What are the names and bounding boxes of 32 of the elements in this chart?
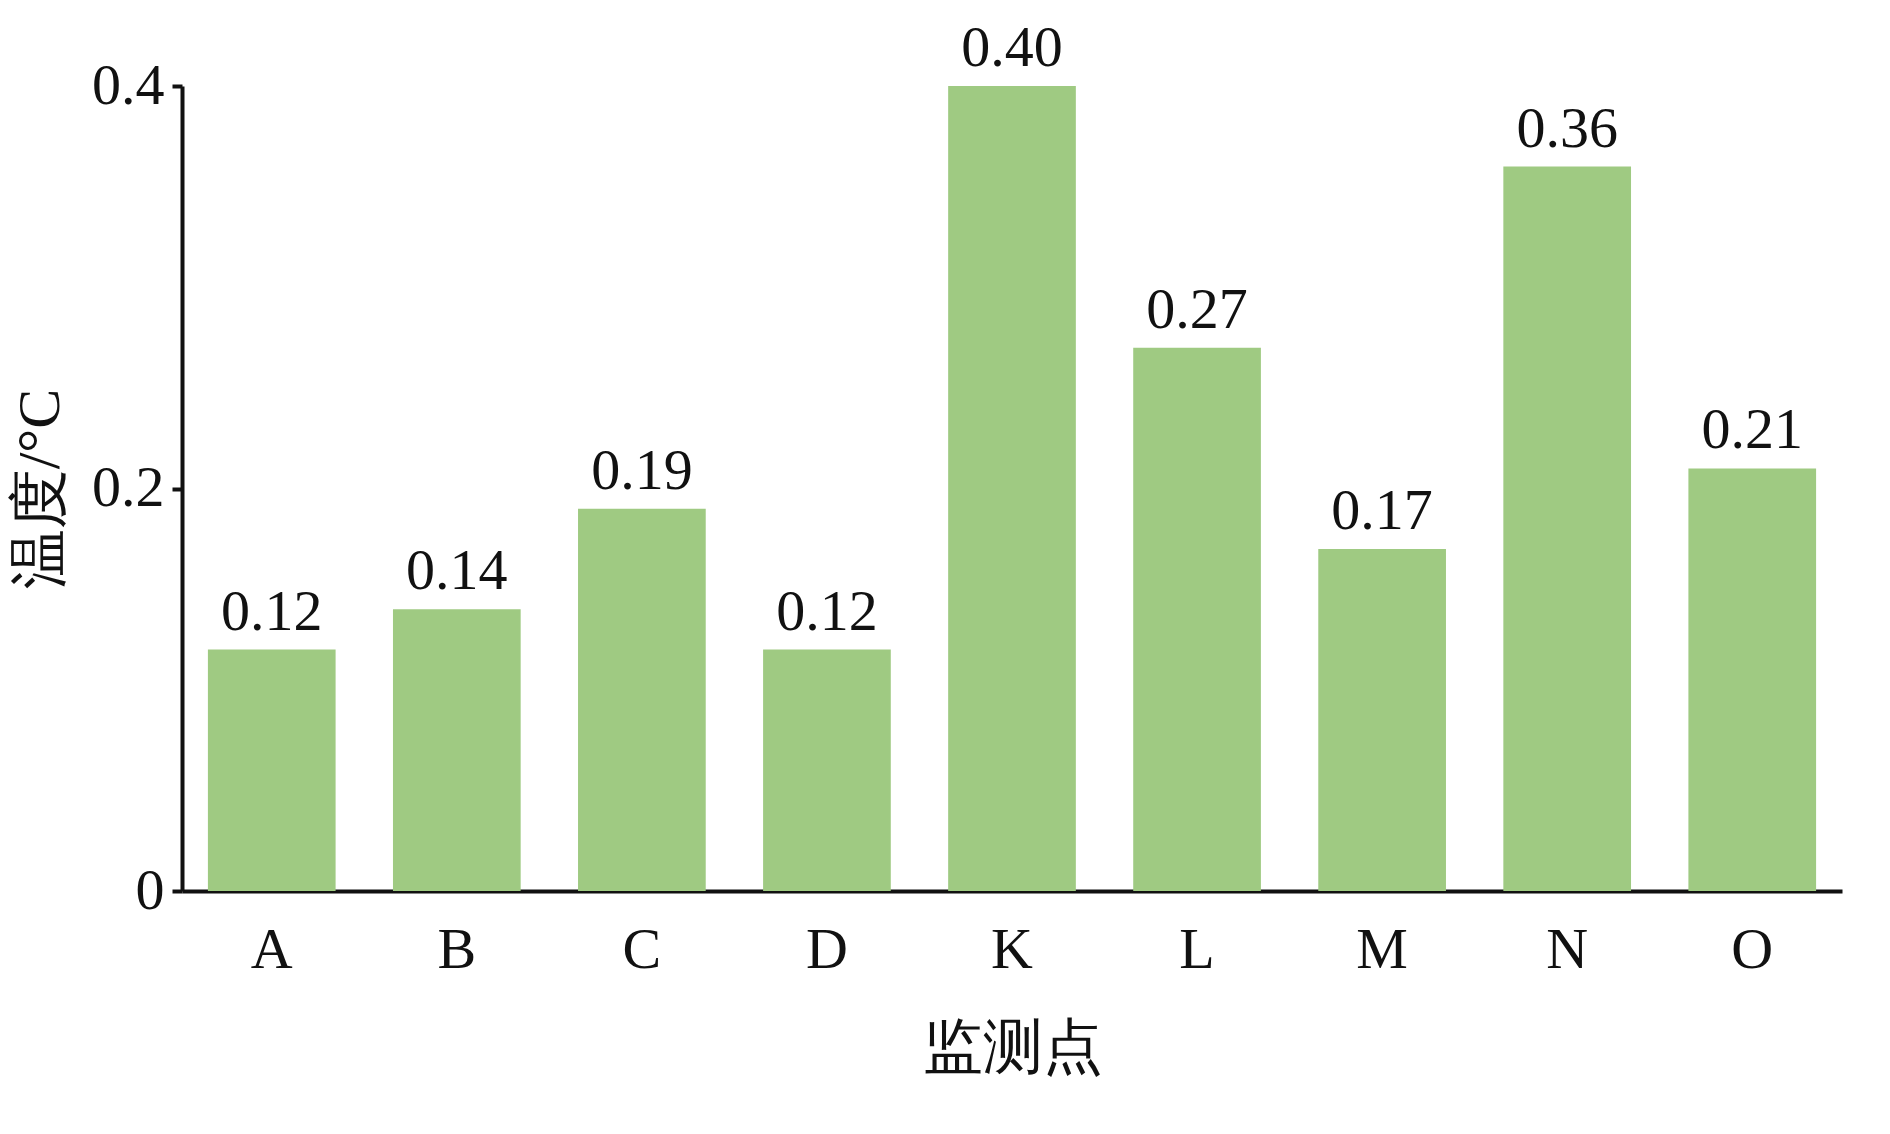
y-axis-title: 温度/°C xyxy=(6,388,72,590)
data-label: 0.19 xyxy=(591,436,693,502)
bar xyxy=(1318,548,1446,891)
x-tick-label: D xyxy=(805,915,848,981)
data-label: 0.21 xyxy=(1701,396,1803,462)
x-axis-title: 监测点 xyxy=(922,1013,1103,1080)
bar xyxy=(1503,166,1632,891)
x-tick-label: B xyxy=(437,915,477,981)
y-tick-label: 0.4 xyxy=(92,51,165,117)
data-label: 0.14 xyxy=(406,537,508,603)
bar xyxy=(578,508,706,891)
y-tick-label: 0.2 xyxy=(92,454,165,519)
x-tick-label: L xyxy=(1179,915,1215,981)
data-label: 0.12 xyxy=(776,577,878,643)
x-tick-label: C xyxy=(622,915,662,981)
bar xyxy=(1688,468,1817,891)
data-label: 0.17 xyxy=(1331,476,1433,542)
y-tick-label: 0 xyxy=(135,856,165,922)
data-label: 0.40 xyxy=(961,14,1063,79)
bar xyxy=(1133,347,1261,891)
x-tick-label: M xyxy=(1356,915,1408,981)
data-label: 0.27 xyxy=(1146,275,1248,341)
x-tick-label: A xyxy=(250,915,293,981)
data-label: 0.36 xyxy=(1516,94,1618,160)
bar xyxy=(948,86,1076,891)
x-tick-label: K xyxy=(991,915,1034,981)
data-label: 0.12 xyxy=(221,577,323,643)
x-tick-label: O xyxy=(1731,915,1774,981)
bar xyxy=(763,649,891,891)
bar xyxy=(392,609,521,891)
bar xyxy=(207,649,336,891)
x-tick-label: N xyxy=(1546,915,1589,981)
